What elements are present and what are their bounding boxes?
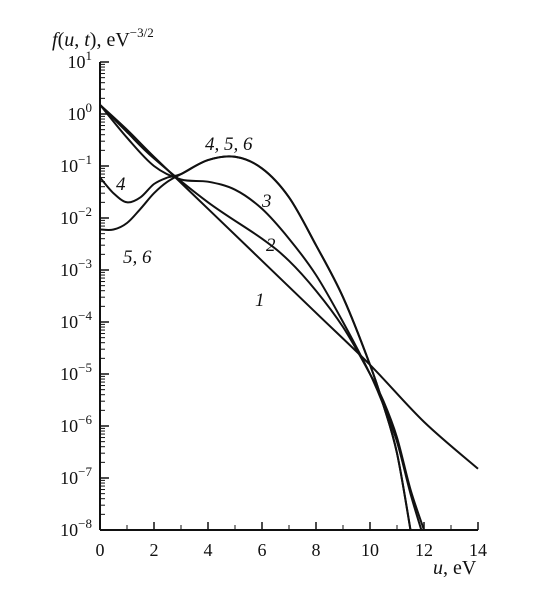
x-tick-label: 12 bbox=[415, 540, 433, 560]
y-tick-label: 10−5 bbox=[60, 360, 92, 384]
x-tick-label: 0 bbox=[96, 540, 105, 560]
curves bbox=[99, 104, 479, 531]
y-tick-label: 10−7 bbox=[60, 464, 92, 488]
x-tick-label: 2 bbox=[150, 540, 159, 560]
y-tick-label: 10−1 bbox=[60, 152, 92, 176]
y-tick-label: 100 bbox=[68, 100, 93, 124]
curve-label-4-5-6: 4, 5, 6 bbox=[205, 134, 253, 155]
y-tick-label: 10−2 bbox=[60, 204, 92, 228]
y-axis-label: f(u, t), eV−3/2 bbox=[52, 25, 154, 51]
x-tick-label: 10 bbox=[361, 540, 379, 560]
curve-label-1: 1 bbox=[255, 290, 265, 311]
x-tick-label: 8 bbox=[312, 540, 321, 560]
curve-label-4: 4 bbox=[116, 174, 126, 195]
x-tick-label: 14 bbox=[469, 540, 487, 560]
y-tick-label: 10−8 bbox=[60, 516, 92, 540]
series-line-4 bbox=[99, 155, 412, 531]
curve-label-3: 3 bbox=[261, 191, 272, 212]
y-tick-label: 101 bbox=[68, 48, 93, 72]
series-line-1 bbox=[99, 104, 479, 470]
y-tick-label: 10−6 bbox=[60, 412, 92, 436]
series-line-5-6 bbox=[99, 155, 412, 531]
x-axis-label: u, eV bbox=[433, 557, 477, 579]
curve-label-2: 2 bbox=[266, 235, 276, 256]
y-tick-label: 10−3 bbox=[60, 256, 92, 280]
x-tick-label: 6 bbox=[258, 540, 267, 560]
x-tick-label: 4 bbox=[204, 540, 213, 560]
minor-ticks bbox=[99, 61, 479, 531]
series-line-2 bbox=[99, 104, 425, 531]
curve-label-5-6: 5, 6 bbox=[123, 247, 152, 268]
series-line-3 bbox=[99, 104, 423, 531]
axes bbox=[99, 62, 478, 531]
y-tick-label: 10−4 bbox=[60, 308, 92, 332]
